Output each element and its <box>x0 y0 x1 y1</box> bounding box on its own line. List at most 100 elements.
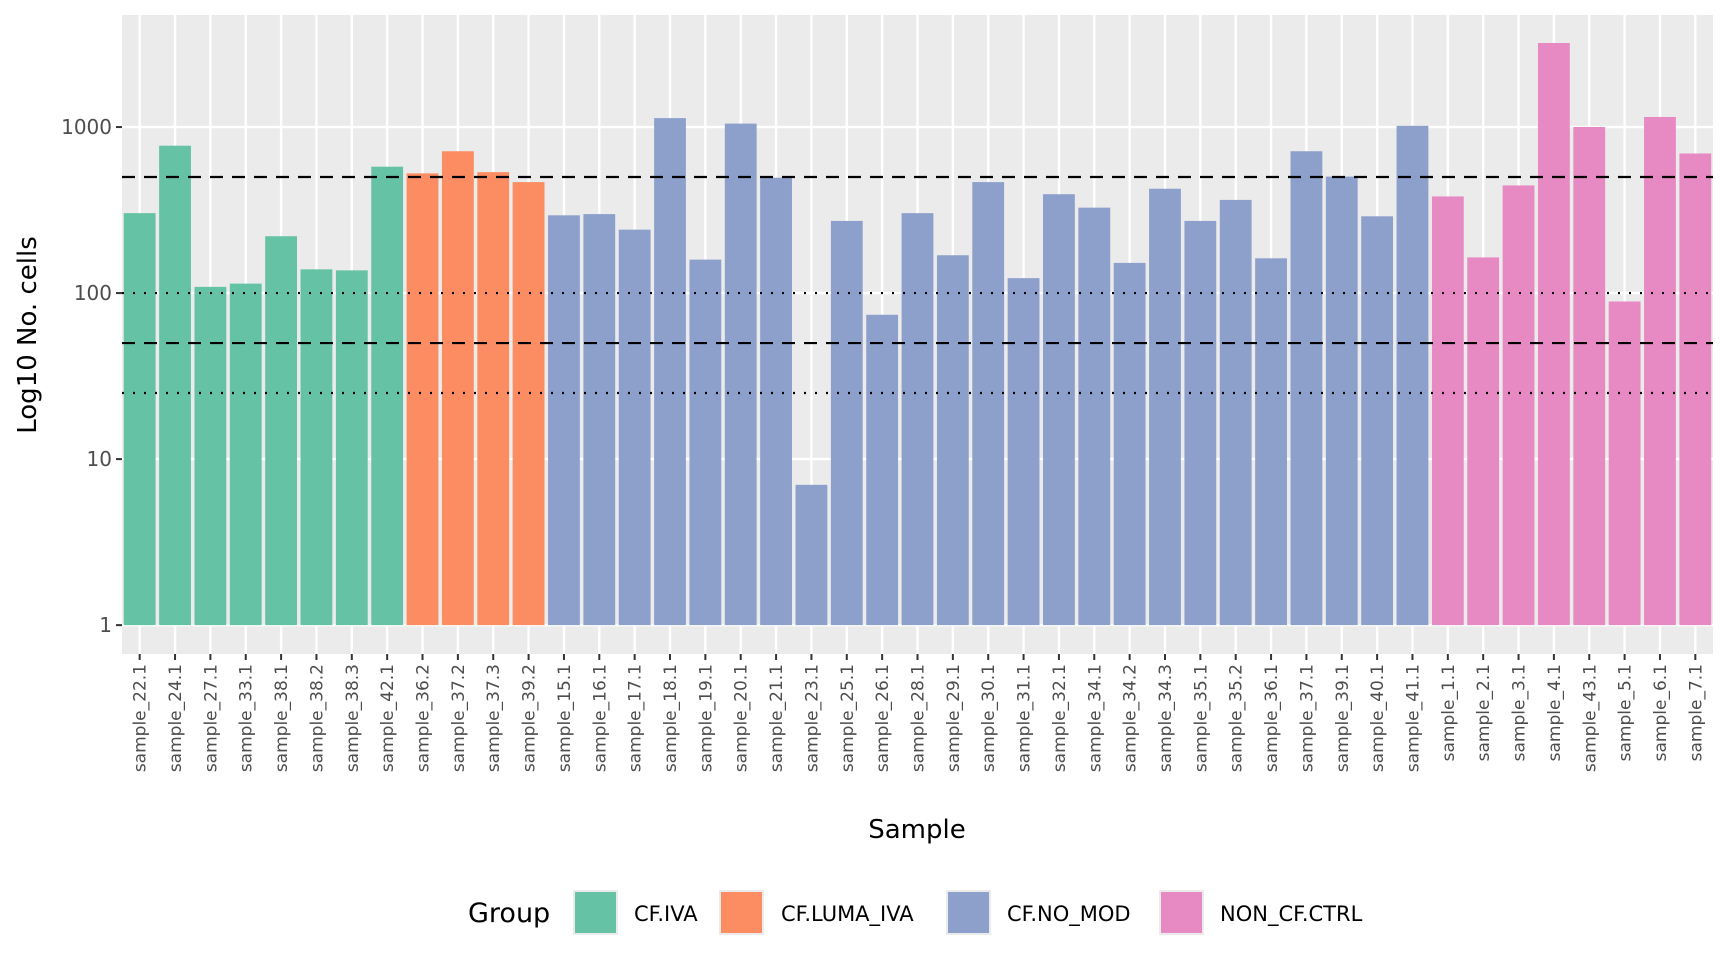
bar-sample_18.1 <box>654 118 686 626</box>
bar-sample_41.1 <box>1396 125 1429 626</box>
y-tick-label: 1000 <box>61 115 112 139</box>
bar-sample_7.1 <box>1679 153 1712 626</box>
x-tick-label: sample_1.1 <box>1439 664 1459 761</box>
bar-sample_33.1 <box>229 283 262 626</box>
y-axis: 1 10 100 1000 <box>61 115 122 637</box>
x-tick-label: sample_22.1 <box>131 664 151 772</box>
x-tick-label: sample_37.1 <box>1297 664 1317 772</box>
x-tick-label: sample_23.1 <box>802 664 822 772</box>
bar-sample_34.2 <box>1113 262 1146 626</box>
x-tick-label: sample_2.1 <box>1474 664 1494 761</box>
x-tick-label: sample_20.1 <box>732 664 752 772</box>
bar-sample_22.1 <box>123 213 156 626</box>
bar-sample_17.1 <box>618 229 651 626</box>
bar-sample_24.1 <box>159 145 191 626</box>
bar-sample_1.1 <box>1431 196 1464 626</box>
legend-key-CF.NO_MOD <box>946 890 991 935</box>
bar-sample_37.1 <box>1290 151 1323 626</box>
x-tick-label: sample_5.1 <box>1616 664 1636 761</box>
y-axis-title: Log10 No. cells <box>13 236 43 434</box>
bar-sample_15.1 <box>548 215 580 626</box>
x-tick-label: sample_6.1 <box>1651 664 1671 761</box>
x-tick-label: sample_25.1 <box>838 664 858 772</box>
bar-sample_19.1 <box>689 259 722 626</box>
x-tick-label: sample_31.1 <box>1015 664 1035 772</box>
x-tick-label: sample_16.1 <box>590 664 610 772</box>
x-tick-label: sample_38.3 <box>343 664 363 772</box>
y-tick-label: 1 <box>99 613 112 637</box>
bar-sample_23.1 <box>795 484 828 626</box>
bar-sample_21.1 <box>760 177 792 626</box>
legend-label: CF.LUMA_IVA <box>781 902 914 927</box>
bar-sample_34.3 <box>1149 188 1181 626</box>
bar-sample_4.1 <box>1537 42 1570 626</box>
bar-sample_39.2 <box>512 182 545 626</box>
x-tick-label: sample_35.1 <box>1191 664 1211 772</box>
y-tick-label: 100 <box>74 281 112 305</box>
bar-sample_27.1 <box>194 286 227 626</box>
bar-sample_3.1 <box>1502 185 1535 626</box>
bar-sample_36.1 <box>1255 258 1287 626</box>
legend-label: CF.NO_MOD <box>1007 902 1131 927</box>
bar-sample_2.1 <box>1467 257 1500 626</box>
x-tick-label: sample_40.1 <box>1368 664 1388 772</box>
x-tick-label: sample_29.1 <box>944 664 964 772</box>
x-tick-label: sample_15.1 <box>555 664 575 772</box>
bar-sample_32.1 <box>1043 194 1075 626</box>
legend-label: NON_CF.CTRL <box>1220 902 1363 927</box>
bar-sample_26.1 <box>866 314 899 626</box>
x-axis: sample_22.1 sample_24.1 sample_27.1 sample_… <box>131 654 1706 772</box>
x-tick-label: sample_19.1 <box>696 664 716 772</box>
x-tick-label: sample_42.1 <box>378 664 398 772</box>
y-tick-label: 10 <box>87 447 112 471</box>
bar-sample_20.1 <box>724 123 757 626</box>
x-tick-label: sample_39.2 <box>520 664 540 772</box>
x-tick-label: sample_39.1 <box>1333 664 1353 772</box>
bar-sample_35.1 <box>1184 220 1217 626</box>
x-tick-label: sample_32.1 <box>1050 664 1070 772</box>
x-tick-label: sample_37.3 <box>484 664 504 772</box>
legend-key-CF.LUMA_IVA <box>719 890 764 935</box>
x-tick-label: sample_18.1 <box>661 664 681 772</box>
x-tick-label: sample_37.2 <box>449 664 469 772</box>
bar-sample_30.1 <box>972 182 1005 626</box>
bar-sample_6.1 <box>1644 116 1676 626</box>
x-tick-label: sample_34.3 <box>1156 664 1176 772</box>
legend-key-CF.IVA <box>573 890 618 935</box>
bar-sample_36.2 <box>406 173 439 626</box>
x-tick-label: sample_41.1 <box>1403 664 1423 772</box>
bar-sample_16.1 <box>583 214 616 626</box>
x-tick-label: sample_36.1 <box>1262 664 1282 772</box>
bar-sample_43.1 <box>1573 126 1606 626</box>
bar-sample_28.1 <box>901 213 934 626</box>
bar-sample_34.1 <box>1078 207 1111 626</box>
bar-sample_5.1 <box>1608 301 1641 626</box>
x-tick-label: sample_21.1 <box>767 664 787 772</box>
x-tick-label: sample_24.1 <box>166 664 186 772</box>
x-tick-label: sample_17.1 <box>626 664 646 772</box>
x-tick-label: sample_7.1 <box>1686 664 1706 761</box>
legend: Group CF.IVA CF.LUMA_IVA CF.NO_MOD NON_CF.C… <box>468 890 1363 935</box>
x-axis-title: Sample <box>868 815 966 845</box>
bar-sample_38.1 <box>265 236 298 626</box>
bar-sample_29.1 <box>936 255 969 626</box>
bar-sample_37.3 <box>477 172 510 626</box>
reference-lines <box>122 175 1713 395</box>
x-tick-label: sample_30.1 <box>979 664 999 772</box>
x-tick-label: sample_34.1 <box>1085 664 1105 772</box>
x-tick-label: sample_34.2 <box>1121 664 1141 772</box>
bar-sample_38.3 <box>335 270 368 626</box>
legend-key-NON_CF.CTRL <box>1159 890 1204 935</box>
x-tick-label: sample_35.2 <box>1227 664 1247 772</box>
bar-sample_37.2 <box>441 151 474 626</box>
bar-sample_35.2 <box>1219 199 1252 626</box>
x-tick-label: sample_3.1 <box>1510 664 1530 761</box>
x-tick-label: sample_36.2 <box>414 664 434 772</box>
bar-sample_31.1 <box>1007 278 1040 626</box>
bar-sample_42.1 <box>371 166 404 626</box>
bar-sample_38.2 <box>300 269 333 626</box>
bar-sample_25.1 <box>830 220 863 626</box>
bars <box>123 42 1712 626</box>
x-tick-label: sample_38.1 <box>272 664 292 772</box>
